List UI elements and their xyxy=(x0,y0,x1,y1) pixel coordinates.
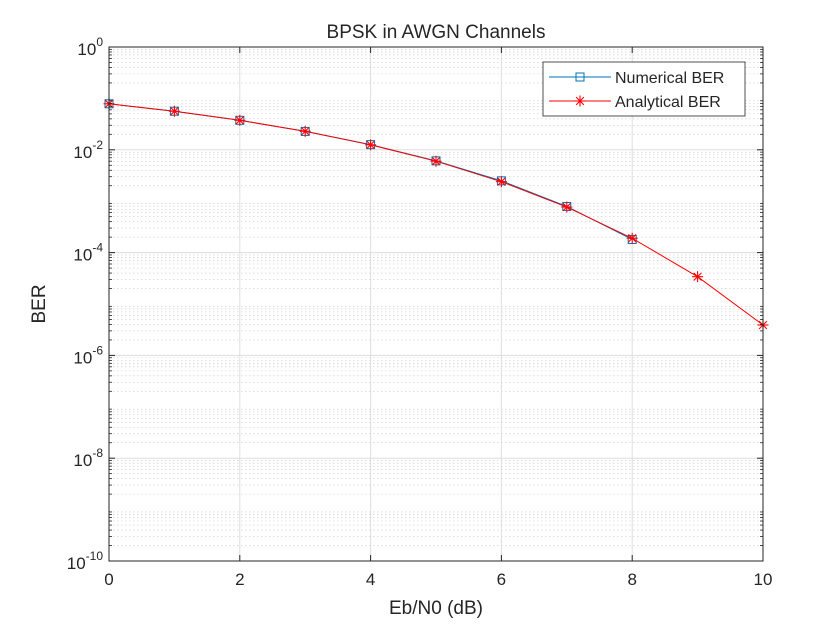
y-tick-label: 10-4 xyxy=(73,241,103,265)
tick-label-layer: 0 2 4 6 8 10 10-10 10-8 10-6 10-4 10-2 100 xyxy=(67,35,773,589)
legend-label: Analytical BER xyxy=(615,94,721,111)
x-tick-label: 4 xyxy=(366,570,375,589)
asterisk-marker xyxy=(561,201,573,213)
y-tick-label: 10-2 xyxy=(73,138,103,162)
square-marker xyxy=(575,72,585,82)
asterisk-marker xyxy=(626,232,638,244)
x-axis-label: Eb/N0 (dB) xyxy=(389,598,483,619)
legend: Numerical BER Analytical BER xyxy=(542,61,746,117)
y-tick-label: 10-6 xyxy=(73,343,103,367)
grid-layer xyxy=(109,47,763,561)
asterisk-marker xyxy=(299,125,311,137)
asterisk-marker xyxy=(495,176,507,188)
asterisk-marker xyxy=(692,271,704,283)
y-tick-label: 10-10 xyxy=(67,549,104,573)
chart-title: BPSK in AWGN Channels xyxy=(327,22,546,43)
x-tick-label: 2 xyxy=(235,570,244,589)
asterisk-marker xyxy=(365,139,377,151)
x-tick-label: 6 xyxy=(497,570,506,589)
x-tick-label: 8 xyxy=(627,570,636,589)
y-tick-label: 10-8 xyxy=(73,446,103,470)
legend-box xyxy=(542,61,746,117)
y-axis-label: BER xyxy=(29,284,50,323)
plot-area xyxy=(109,47,763,561)
x-tick-label: 10 xyxy=(754,570,773,589)
asterisk-marker xyxy=(574,95,586,107)
axes-box xyxy=(108,46,764,562)
legend-label: Numerical BER xyxy=(615,70,724,87)
asterisk-marker xyxy=(168,105,180,117)
asterisk-marker xyxy=(430,155,442,167)
y-tick-label: 100 xyxy=(77,35,103,59)
series-layer xyxy=(103,98,769,331)
asterisk-marker xyxy=(234,114,246,126)
x-tick-label: 0 xyxy=(104,570,113,589)
legend-item: Numerical BER xyxy=(549,70,724,87)
tick-layer xyxy=(108,46,764,562)
series-analytical-ber xyxy=(103,98,769,331)
legend-item: Analytical BER xyxy=(549,94,721,111)
